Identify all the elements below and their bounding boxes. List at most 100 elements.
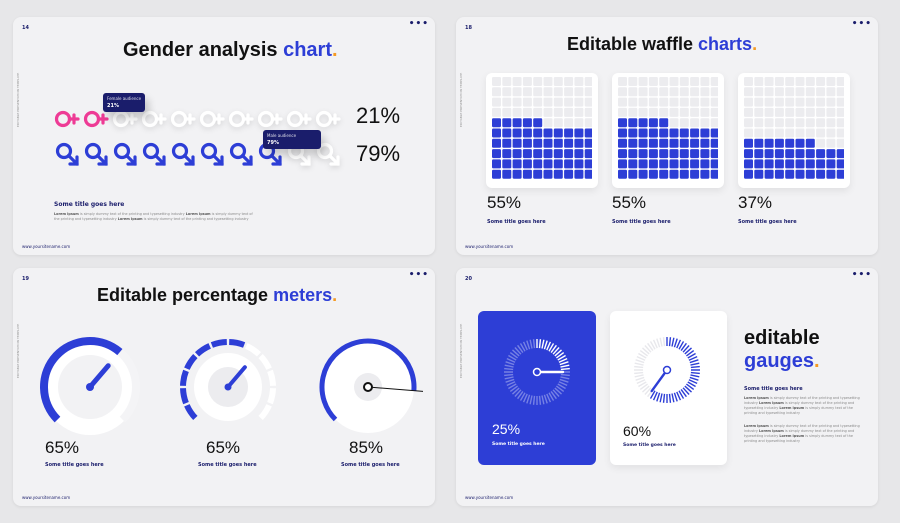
waffle-cell-filled <box>564 159 574 169</box>
waffle-cell-empty <box>628 107 638 117</box>
gauge-tick-on <box>671 337 675 347</box>
waffle-cell-filled <box>795 149 805 159</box>
gauge-tick-on <box>676 391 682 401</box>
waffle-cell-empty <box>512 97 522 107</box>
waffle-cell-empty <box>584 107 592 117</box>
more-options-icon[interactable]: ••• <box>408 270 429 280</box>
gauge-tick-off <box>506 357 516 363</box>
waffle-cell-empty <box>522 87 532 97</box>
gauge-tick-on <box>671 393 675 403</box>
slide-editable-gauges[interactable]: 20 ••• EDITABLE PRESENTATION TEMPLATE 25… <box>456 268 878 506</box>
gauge-tick-off <box>514 347 522 355</box>
gauge-tick-on <box>558 357 568 363</box>
waffle-cell-empty <box>543 97 553 107</box>
more-options-icon[interactable]: ••• <box>408 19 429 29</box>
gauge-card-blue: 25% Some title goes here <box>478 311 596 465</box>
male-symbol-icon <box>55 142 79 166</box>
waffle-cell-filled <box>744 138 753 148</box>
waffle-cell-filled <box>574 138 584 148</box>
gauge-tick-on <box>690 365 700 369</box>
gauge-tick-on <box>652 391 658 401</box>
footer-url[interactable]: www.yoursitename.com <box>465 244 514 249</box>
waffle-cell-empty <box>744 87 753 97</box>
gauge-tick-off <box>509 385 518 392</box>
waffle-3-percentage: 37% <box>738 193 773 212</box>
slide-gender-analysis[interactable]: 14 ••• EDITABLE PRESENTATION TEMPLATE Ge… <box>13 17 435 255</box>
gauge-tick-off <box>638 381 647 388</box>
gauge-tick-off <box>642 385 650 393</box>
slide-percentage-meters[interactable]: 19 ••• EDITABLE PRESENTATION TEMPLATE Ed… <box>13 268 435 506</box>
gauge-tick-on <box>678 390 685 399</box>
waffle-cell-empty <box>805 118 815 128</box>
waffle-cell-empty <box>533 107 543 117</box>
gauge-1-subtitle: Some title goes here <box>492 442 545 447</box>
waffle-cell-filled <box>836 159 844 169</box>
female-symbol-icon <box>257 110 283 128</box>
gauge-tick-on <box>690 362 700 366</box>
waffle-cell-empty <box>679 118 689 128</box>
waffle-cell-filled <box>826 169 836 179</box>
waffle-cell-filled <box>648 149 658 159</box>
gauge-tick-off <box>554 387 562 395</box>
waffle-cell-empty <box>764 118 774 128</box>
waffle-cell-empty <box>826 107 836 117</box>
percentage-meter-1 <box>40 337 140 435</box>
waffle-cell-filled <box>574 169 584 179</box>
meter-segment-on <box>194 343 212 357</box>
gauge-tick-off <box>634 371 644 375</box>
waffle-cell-empty <box>816 128 826 138</box>
waffle-cell-empty <box>774 118 784 128</box>
waffle-cell-filled <box>553 138 563 148</box>
waffle-cell-filled <box>764 169 774 179</box>
waffle-cell-filled <box>690 169 700 179</box>
gauge-tick-on <box>668 393 672 403</box>
meter-3-percentage: 85% <box>349 438 384 457</box>
waffle-cell-empty <box>816 77 826 86</box>
gauge-1-percentage: 25% <box>492 421 521 437</box>
gauge-tick-off <box>635 376 645 381</box>
gauge-tick-off <box>543 394 548 404</box>
waffle-cell-empty <box>754 118 764 128</box>
footer-url[interactable]: www.yoursitename.com <box>22 495 71 500</box>
waffle-cell-empty <box>836 87 844 97</box>
waffle-cell-filled <box>553 128 563 138</box>
waffle-cell-empty <box>836 118 844 128</box>
gauge-tick-off <box>532 395 536 405</box>
waffle-cell-filled <box>584 159 592 169</box>
waffle-cell-filled <box>669 138 679 148</box>
gauge-tick-on <box>546 341 552 351</box>
waffle-cell-empty <box>795 97 805 107</box>
gauge-tick-off <box>505 361 515 366</box>
gauge-tick-on <box>554 349 562 357</box>
gauge-tick-off <box>559 378 569 383</box>
waffle-chart-1 <box>492 77 592 179</box>
gauge-tick-off <box>529 339 533 349</box>
waffle-cell-empty <box>774 107 784 117</box>
gauge-tick-off <box>636 379 646 385</box>
waffle-cell-empty <box>700 77 710 86</box>
footer-url[interactable]: www.yoursitename.com <box>465 495 514 500</box>
waffle-cell-empty <box>553 107 563 117</box>
waffle-cell-filled <box>533 118 543 128</box>
waffle-cell-empty <box>533 87 543 97</box>
waffle-cell-filled <box>522 169 532 179</box>
gauge-tick-on <box>559 361 569 366</box>
more-options-icon[interactable]: ••• <box>851 270 872 280</box>
waffle-cell-filled <box>774 149 784 159</box>
waffle-cell-empty <box>574 87 584 97</box>
more-options-icon[interactable]: ••• <box>851 19 872 29</box>
waffle-cell-filled <box>543 128 553 138</box>
footer-url[interactable]: www.yoursitename.com <box>22 244 71 249</box>
waffle-cell-filled <box>690 159 700 169</box>
gauge-tick-off <box>517 344 524 353</box>
waffle-cell-filled <box>492 118 501 128</box>
female-symbol-icon <box>54 110 80 128</box>
waffle-cell-empty <box>512 77 522 86</box>
slide-number: 18 <box>465 25 472 31</box>
female-icon-row <box>54 106 341 132</box>
waffle-cell-empty <box>638 97 648 107</box>
waffle-cell-filled <box>638 128 648 138</box>
waffle-cell-empty <box>659 77 669 86</box>
gauge-tick-on <box>690 374 700 378</box>
slide-waffle-charts[interactable]: 18 ••• EDITABLE PRESENTATION TEMPLATE Ed… <box>456 17 878 255</box>
